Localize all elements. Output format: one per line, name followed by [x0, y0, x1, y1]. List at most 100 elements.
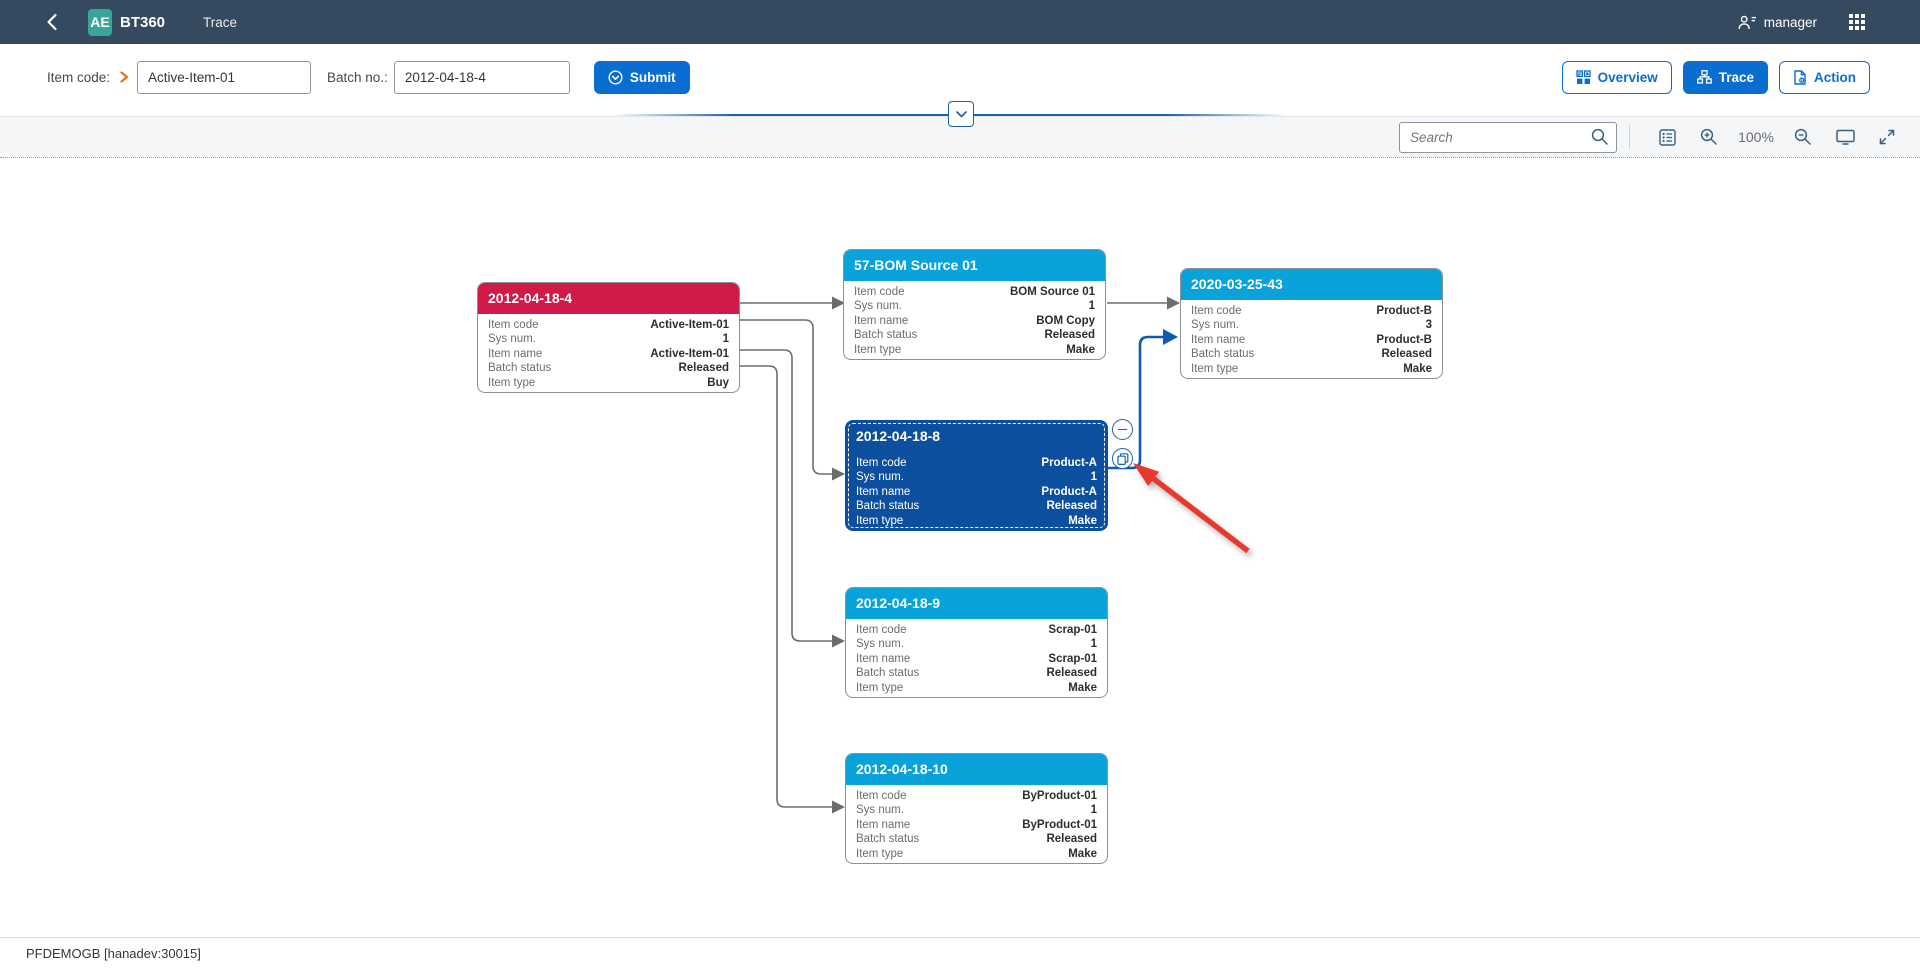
- legend-button[interactable]: [1652, 122, 1682, 152]
- node-body: Item code BOM Source 01 Sys num. 1 Item name…: [844, 281, 1105, 363]
- node-row: Batch status Released: [856, 499, 1097, 513]
- node-title: 57-BOM Source 01: [844, 250, 1105, 281]
- node-row: Sys num. 1: [854, 299, 1095, 313]
- view-button-label: Action: [1814, 69, 1856, 85]
- node-row: Item name Product-B: [1191, 333, 1432, 347]
- app-title: BT360: [120, 13, 166, 31]
- graph-edges: [740, 296, 1250, 814]
- node-row: Batch status Released: [856, 832, 1097, 846]
- node-field-value: ByProduct-01: [1022, 818, 1097, 831]
- graph-node[interactable]: 57-BOM Source 01 Item code BOM Source 01 Sy…: [843, 249, 1106, 360]
- chevron-left-icon: [47, 13, 57, 31]
- node-field-value: BOM Copy: [1036, 314, 1095, 327]
- user-menu-button[interactable]: manager: [1738, 15, 1817, 30]
- node-field-value: Released: [1046, 667, 1097, 680]
- graph-node[interactable]: 2012-04-18-9 Item code Scrap-01 Sys num. 1 It…: [845, 587, 1108, 698]
- chevron-down-icon: [955, 110, 967, 117]
- node-field-label: Item name: [856, 485, 911, 498]
- fullscreen-button[interactable]: [1872, 122, 1902, 152]
- zoom-level-value: 100%: [1738, 129, 1774, 145]
- node-title: 2020-03-25-43: [1181, 269, 1442, 300]
- annotation-arrow: [1133, 463, 1250, 554]
- node-row: Item name Active-Item-01: [488, 347, 729, 361]
- node-title: 2012-04-18-10: [846, 754, 1107, 785]
- node-field-label: Item name: [856, 652, 911, 665]
- overview-icon: [1576, 69, 1591, 84]
- value-help-chevron-icon: [119, 70, 130, 84]
- node-field-value: Product-A: [1041, 485, 1097, 498]
- search-icon[interactable]: [1591, 128, 1609, 151]
- node-field-label: Sys num.: [1191, 319, 1239, 332]
- node-field-value: Make: [1403, 362, 1432, 375]
- node-row: Item code Product-B: [1191, 304, 1432, 318]
- node-field-value: BOM Source 01: [1010, 286, 1095, 298]
- node-field-label: Batch status: [856, 500, 920, 513]
- zoom-out-button[interactable]: [1788, 122, 1818, 152]
- item-code-input[interactable]: [137, 60, 312, 94]
- node-row: Sys num. 3: [1191, 318, 1432, 332]
- action-icon: [1794, 69, 1806, 85]
- node-field-value: 1: [1090, 471, 1097, 484]
- node-field-label: Sys num.: [488, 333, 536, 346]
- node-field-label: Batch status: [854, 329, 918, 342]
- node-row: Item name Scrap-01: [856, 652, 1097, 666]
- graph-node[interactable]: 2020-03-25-43 Item code Product-B Sys num. 3…: [1180, 268, 1443, 379]
- view-button-trace[interactable]: Trace: [1682, 60, 1768, 94]
- app-launcher-button[interactable]: [1849, 14, 1865, 30]
- node-field-value: Product-B: [1376, 305, 1432, 317]
- zoom-in-button[interactable]: [1694, 122, 1724, 152]
- node-row: Item type Buy: [488, 376, 729, 390]
- node-field-value: Released: [678, 362, 729, 375]
- app-logo-tile[interactable]: AE: [88, 8, 112, 36]
- node-row: Item code Scrap-01: [856, 623, 1097, 637]
- shell-bar: AE BT360 Trace manager: [0, 0, 1920, 44]
- node-field-label: Item type: [856, 847, 904, 860]
- view-button-action[interactable]: Action: [1779, 60, 1870, 94]
- node-field-value: Active-Item-01: [650, 347, 729, 360]
- node-field-value: Released: [1046, 500, 1097, 513]
- node-field-label: Batch status: [1191, 348, 1255, 361]
- copy-icon: [1116, 452, 1128, 465]
- node-field-value: Make: [1066, 343, 1095, 356]
- node-field-value: 1: [722, 333, 729, 346]
- graph-node[interactable]: 2012-04-18-4 Item code Active-Item-01 Sys n…: [477, 282, 740, 393]
- search-field: [1399, 121, 1617, 153]
- node-field-value: Buy: [707, 376, 729, 389]
- submit-button[interactable]: Submit: [593, 60, 690, 94]
- graph-node[interactable]: 2012-04-18-8 Item code Product-A Sys num. 1 I…: [845, 420, 1108, 531]
- node-row: Item code ByProduct-01: [856, 789, 1097, 803]
- copy-node-button[interactable]: [1112, 448, 1133, 469]
- collapse-filter-button[interactable]: [948, 101, 974, 127]
- node-field-label: Item code: [488, 319, 539, 331]
- legend-icon: [1658, 128, 1676, 146]
- monitor-icon: [1835, 129, 1855, 145]
- node-row: Item type Make: [856, 514, 1097, 528]
- view-button-overview[interactable]: Overview: [1561, 60, 1672, 94]
- fit-to-screen-button[interactable]: [1830, 122, 1860, 152]
- view-button-label: Overview: [1597, 69, 1658, 85]
- node-body: Item code ByProduct-01 Sys num. 1 Item name B…: [846, 785, 1107, 867]
- node-row: Item type Make: [854, 343, 1095, 357]
- minus-icon: [1118, 428, 1127, 431]
- back-button[interactable]: [38, 8, 66, 36]
- node-field-label: Item name: [488, 347, 543, 360]
- batch-no-input[interactable]: [393, 60, 570, 94]
- submit-label: Submit: [629, 69, 676, 85]
- graph-node[interactable]: 2012-04-18-10 Item code ByProduct-01 Sys nu…: [845, 753, 1108, 864]
- node-field-value: Scrap-01: [1048, 624, 1097, 636]
- node-field-value: Product-B: [1376, 333, 1432, 346]
- trace-icon: [1696, 70, 1712, 84]
- filter-bar: Item code: Batch no.: Submit: [0, 44, 1920, 116]
- node-field-label: Item code: [1191, 305, 1242, 317]
- graph-canvas[interactable]: 2012-04-18-4 Item code Active-Item-01 Sys n…: [0, 158, 1920, 937]
- node-field-value: Make: [1068, 681, 1097, 694]
- node-field-value: Active-Item-01: [650, 319, 729, 331]
- collapse-node-button[interactable]: [1112, 419, 1133, 440]
- node-row: Item code BOM Source 01: [854, 285, 1095, 299]
- node-row: Item code Product-A: [856, 456, 1097, 470]
- connection-status-text: PFDEMOGB [hanadev:30015]: [26, 946, 201, 961]
- search-input[interactable]: [1399, 121, 1617, 153]
- node-field-value: Product-A: [1041, 457, 1097, 469]
- expand-icon: [1879, 129, 1895, 145]
